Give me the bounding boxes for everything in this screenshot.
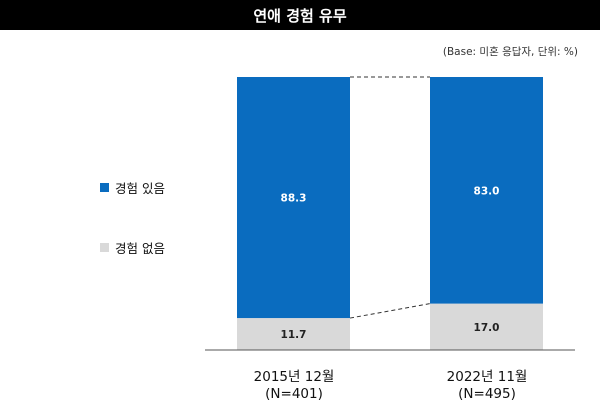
legend-item-experienced: 경험 있음 bbox=[100, 178, 165, 197]
connector-middle bbox=[349, 303, 431, 319]
chart-title: 연애 경험 유무 bbox=[0, 0, 600, 30]
data-label-not-experienced-0: 11.7 bbox=[281, 329, 307, 341]
base-note: (Base: 미혼 응답자, 단위: %) bbox=[442, 46, 578, 58]
bar-not-experienced-0 bbox=[237, 318, 350, 350]
data-label-experienced-1: 83.0 bbox=[474, 185, 500, 197]
x-label-2022: 2022년 11월 (N=495) bbox=[407, 369, 567, 403]
bar-experienced-1 bbox=[430, 77, 543, 304]
legend-swatch-not-experienced bbox=[100, 243, 109, 252]
x-label-2015: 2015년 12월 (N=401) bbox=[214, 369, 374, 403]
legend-swatch-experienced bbox=[100, 183, 109, 192]
bar-experienced-0 bbox=[237, 77, 350, 319]
data-label-not-experienced-1: 17.0 bbox=[474, 322, 500, 334]
x-label-2015-date: 2015년 12월 bbox=[253, 369, 335, 385]
data-label-experienced-0: 88.3 bbox=[281, 193, 307, 205]
legend-label-experienced: 경험 있음 bbox=[115, 181, 165, 196]
legend-label-not-experienced: 경험 없음 bbox=[115, 241, 165, 256]
x-label-2015-n: (N=401) bbox=[265, 386, 323, 402]
x-label-2022-date: 2022년 11월 bbox=[446, 369, 528, 385]
legend-item-not-experienced: 경험 없음 bbox=[100, 238, 165, 257]
x-label-2022-n: (N=495) bbox=[458, 386, 516, 402]
bar-not-experienced-1 bbox=[430, 303, 543, 350]
